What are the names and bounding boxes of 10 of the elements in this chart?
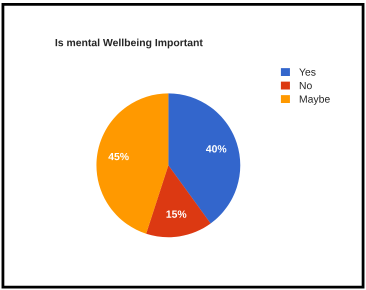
data-label: 40% xyxy=(206,145,226,153)
chart-title: Is mental Wellbeing Important xyxy=(56,38,203,48)
legend-label: No xyxy=(300,82,312,90)
legend-label: Yes xyxy=(299,68,316,76)
legend-label: Maybe xyxy=(300,95,330,105)
data-label: 45% xyxy=(108,152,129,160)
pie-slice xyxy=(146,165,211,238)
pie-slice xyxy=(96,93,168,234)
pie-slice xyxy=(168,93,240,224)
data-label: 15% xyxy=(166,210,186,218)
